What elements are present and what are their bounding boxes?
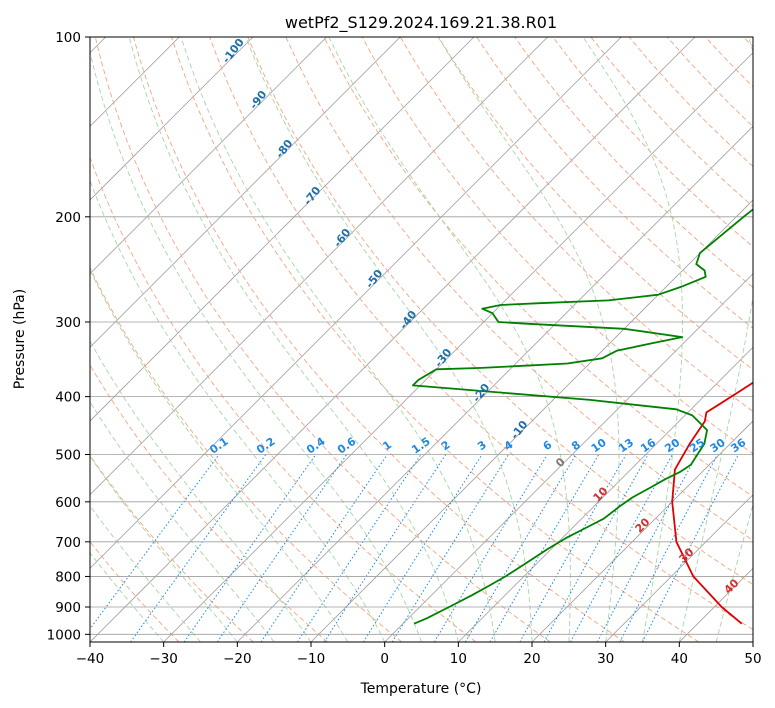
moist-adiabat-line — [90, 49, 422, 642]
dry-adiabat-line — [209, 37, 753, 631]
y-tick-label: 100 — [55, 30, 81, 46]
y-tick-label: 200 — [55, 210, 81, 226]
isotherm-line — [90, 37, 475, 422]
sounding-series — [412, 208, 753, 625]
mixing-ratio-line — [543, 454, 649, 642]
isotherm-line — [310, 199, 753, 642]
y-tick-label: 800 — [55, 569, 81, 585]
y-tick-label: 1000 — [47, 627, 81, 643]
mixing-ratio-line — [642, 454, 739, 642]
moist-adiabat-line — [90, 401, 275, 642]
sounding-line-2 — [412, 208, 753, 625]
mixing-ratio-line — [216, 454, 348, 642]
isotherm-line — [90, 37, 254, 201]
x-axis-label: Temperature (°C) — [360, 681, 482, 697]
y-tick-label: 700 — [55, 535, 81, 551]
moist-adiabat-line — [328, 37, 571, 642]
x-tick-label: −10 — [297, 651, 326, 667]
dry-adiabat-line — [90, 540, 180, 642]
dry-adiabat-line — [90, 364, 328, 642]
x-tick-label: 10 — [450, 651, 467, 667]
mixing-ratio-line — [519, 454, 627, 642]
plot-frame — [89, 36, 754, 643]
isotherm-line — [531, 420, 753, 642]
isotherm-line — [605, 494, 753, 642]
moist-adiabat-line — [437, 37, 620, 642]
mixing-ratio-line — [596, 454, 698, 642]
chart-title: wetPf2_S129.2024.169.21.38.R01 — [285, 13, 557, 33]
dry-adiabat-line — [247, 37, 753, 586]
mixing-ratio-line — [260, 454, 388, 642]
dry-adiabat-line — [361, 37, 753, 455]
mixing-ratio-lines — [90, 454, 739, 642]
isotherm-line — [163, 52, 753, 642]
dry-adiabat-line — [94, 37, 551, 642]
isotherm-line — [90, 37, 548, 496]
moist-adiabat-line — [90, 268, 349, 642]
moist-adiabat-line — [90, 179, 386, 642]
x-axis-ticks: −40 −30 −20 −10 0 10 20 30 40 50 — [76, 642, 762, 667]
isobars — [90, 37, 753, 635]
x-tick-label: 20 — [523, 651, 540, 667]
y-tick-label: 300 — [55, 315, 81, 331]
dry-adiabat-line — [90, 266, 402, 642]
moist-adiabats — [90, 37, 753, 642]
x-tick-label: −40 — [76, 651, 105, 667]
moist-adiabat-line — [128, 37, 459, 642]
mixing-ratio-line — [130, 454, 267, 642]
mixing-ratio-line — [619, 454, 719, 642]
mixing-ratio-line — [489, 454, 600, 642]
mixing-ratio-line — [362, 454, 483, 642]
sounding-line-1 — [671, 381, 753, 625]
y-tick-label: 600 — [55, 495, 81, 511]
y-tick-label: 900 — [55, 600, 81, 616]
isotherm-line — [237, 125, 753, 642]
moist-adiabat-line — [582, 37, 683, 642]
moist-adiabat-line — [678, 37, 753, 642]
x-tick-label: −20 — [223, 651, 252, 667]
dry-adiabat-line — [132, 37, 625, 642]
x-tick-label: 40 — [671, 651, 688, 667]
x-tick-label: 50 — [744, 651, 761, 667]
dry-adiabat-line — [438, 37, 753, 371]
dry-adiabat-line — [90, 454, 254, 642]
mixing-ratio-line — [464, 454, 577, 642]
mixing-ratio-line — [391, 454, 510, 642]
y-axis-ticks: 100 200 300 400 500 600 700 800 900 1000 — [47, 30, 90, 643]
isotherm-line — [90, 37, 327, 275]
isotherm-line — [384, 273, 753, 642]
dry-adiabat-line — [90, 156, 477, 642]
moist-adiabat-line — [180, 37, 496, 642]
dry-adiabat-line — [285, 37, 753, 541]
moist-adiabat-line — [90, 455, 238, 642]
x-tick-label: 30 — [597, 651, 614, 667]
moist-adiabat-line — [90, 340, 312, 642]
dry-adiabat-line — [514, 37, 753, 288]
y-axis-label: Pressure (hPa) — [12, 289, 28, 389]
dry-adiabats — [90, 37, 753, 642]
y-tick-label: 400 — [55, 390, 81, 406]
mixing-ratio-line — [433, 454, 548, 642]
x-tick-label: −30 — [149, 651, 178, 667]
isotherm-line — [90, 37, 401, 348]
moist-adiabat-line — [715, 502, 753, 642]
mixing-ratio-line — [569, 454, 673, 642]
moist-adiabat-line — [245, 37, 533, 642]
dry-adiabat-line — [171, 37, 700, 642]
y-tick-label: 500 — [55, 448, 81, 464]
x-tick-label: 0 — [380, 651, 389, 667]
